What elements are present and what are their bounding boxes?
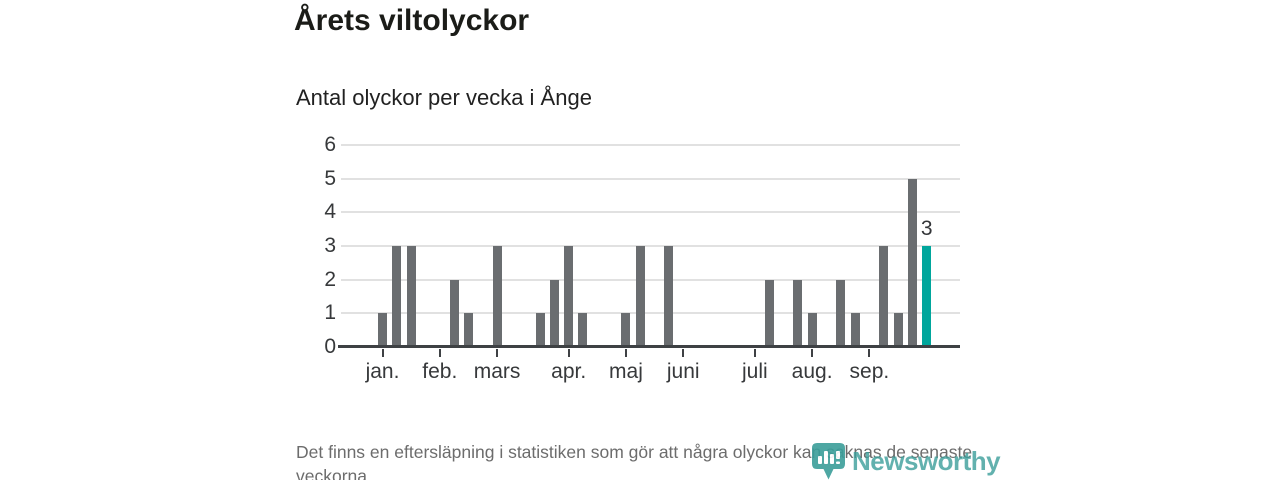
bar-week-9 — [492, 246, 502, 347]
x-axis-month-label: maj — [609, 360, 643, 383]
gridline — [341, 177, 960, 180]
bar-week-12 — [535, 313, 545, 347]
x-axis-month-label: juni — [666, 360, 700, 383]
bar-week-2 — [392, 246, 402, 347]
x-axis-month-label: sep. — [849, 360, 890, 383]
y-axis-tick-label: 2 — [324, 267, 336, 291]
gridline — [341, 312, 960, 315]
x-axis-tick — [682, 349, 685, 357]
x-axis-month-label: mars — [473, 360, 521, 383]
x-axis-line — [338, 345, 960, 348]
bar-week-36 — [879, 246, 889, 347]
bar-week-33 — [836, 279, 846, 347]
page-title: Årets viltolyckor — [294, 4, 530, 37]
chart-subtitle: Antal olyckor per vecka i Ånge — [296, 85, 592, 110]
gridline — [341, 278, 960, 281]
footer-note: Det finns en eftersläpning i statistiken… — [296, 442, 973, 480]
x-axis-tick — [811, 349, 814, 357]
highlight-value-label: 3 — [920, 217, 933, 240]
x-axis-tick — [381, 349, 384, 357]
x-axis-tick — [438, 349, 441, 357]
x-axis-tick — [868, 349, 871, 357]
bar-week-37 — [893, 313, 903, 347]
gridline — [341, 211, 960, 214]
y-axis-tick-label: 6 — [324, 133, 336, 156]
bar-week-28 — [764, 279, 774, 347]
x-axis-tick — [624, 349, 627, 357]
y-axis-tick-label: 3 — [324, 234, 336, 257]
bar-week-7 — [463, 313, 473, 347]
newsworthy-wordmark: Newsworthy — [852, 445, 1001, 476]
x-axis-tick — [753, 349, 756, 357]
gridline — [341, 245, 960, 247]
bar-week-30 — [793, 279, 803, 347]
y-axis-tick-label: 5 — [324, 166, 336, 190]
newsworthy-logo-icon — [812, 442, 845, 479]
bar-week-31 — [807, 313, 817, 347]
bar-week-18 — [621, 313, 631, 347]
x-axis-month-label: aug. — [791, 360, 833, 383]
bar-week-6 — [449, 279, 459, 347]
x-axis-month-label: juli — [741, 360, 768, 383]
x-axis-tick — [496, 349, 499, 357]
x-axis-month-label: apr. — [551, 360, 587, 383]
y-axis-tick-label: 1 — [324, 301, 336, 325]
gridline — [341, 144, 960, 146]
y-axis-tick-label: 0 — [324, 335, 336, 358]
bar-week-34 — [850, 313, 860, 347]
bar-week-38 — [907, 178, 917, 347]
newsworthy-logo: Newsworthy — [812, 442, 1001, 480]
x-axis-month-label: jan. — [365, 360, 400, 383]
x-axis-tick — [567, 349, 570, 357]
x-axis-month-label: feb. — [422, 360, 458, 383]
y-axis-labels: 0 1 2 3 4 5 6 — [294, 134, 336, 358]
bar-week-19 — [635, 246, 645, 347]
bar-current-week — [922, 246, 932, 347]
bar-week-14 — [564, 246, 574, 347]
bar-week-3 — [406, 246, 416, 347]
y-axis-tick-label: 4 — [324, 200, 336, 224]
bar-week-15 — [578, 313, 588, 347]
plot-area: jan. feb. mars apr. maj juni juli aug. sep. 3 — [338, 144, 960, 383]
bar-week-1 — [378, 313, 387, 347]
bar-week-21 — [664, 246, 674, 347]
bar-week-13 — [549, 279, 559, 347]
